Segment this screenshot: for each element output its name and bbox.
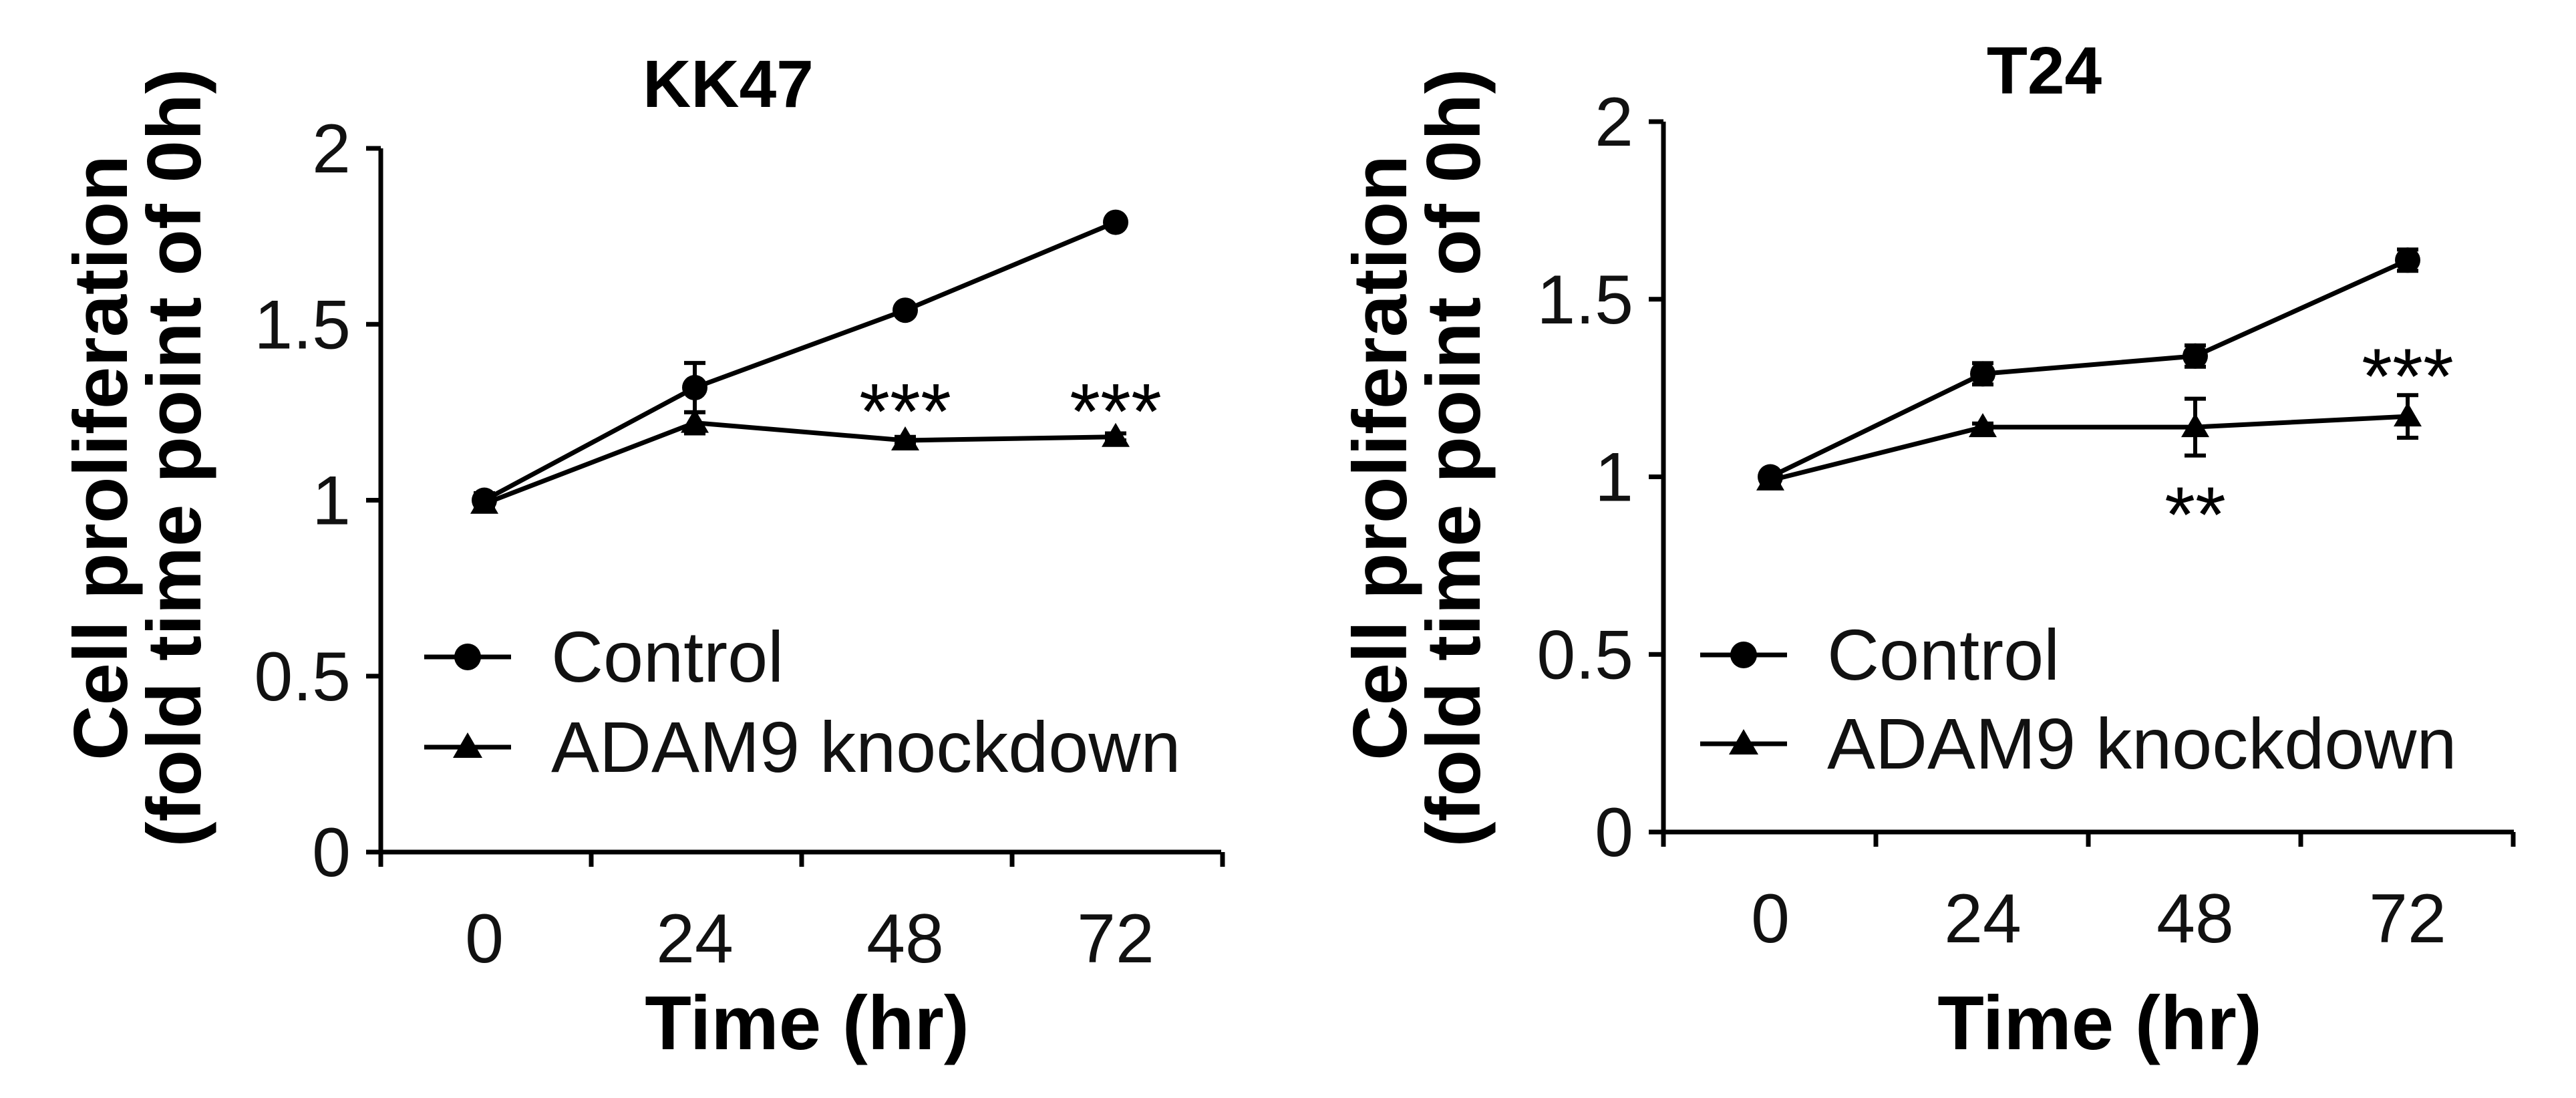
x-axis-title: Time (hr) bbox=[1937, 981, 2262, 1066]
y-tick-label: 2 bbox=[1595, 84, 1633, 161]
y-axis-title-line1: Cell proliferation bbox=[59, 155, 144, 761]
legend-item-knockdown: ADAM9 knockdown bbox=[1700, 703, 2456, 784]
significance-label: *** bbox=[1070, 368, 1162, 456]
legend-label: Control bbox=[551, 616, 784, 697]
data-point bbox=[2183, 343, 2208, 369]
data-point bbox=[1103, 209, 1128, 235]
x-tick-label: 24 bbox=[656, 900, 734, 978]
legend: Control ADAM9 knockdown bbox=[1700, 614, 2456, 784]
circle-marker-icon bbox=[454, 644, 481, 670]
significance-label: *** bbox=[859, 368, 951, 456]
x-ticks: 0 24 48 72 bbox=[1661, 832, 2516, 958]
y-axis-title: Cell proliferation (fold time point of 0… bbox=[1338, 68, 1496, 847]
y-tick-label: 0.5 bbox=[1537, 616, 1633, 694]
x-tick-label: 0 bbox=[465, 900, 504, 978]
x-tick-label: 24 bbox=[1944, 880, 2022, 958]
data-point bbox=[681, 408, 709, 433]
triangle-marker-icon bbox=[453, 732, 482, 758]
y-axis-title: Cell proliferation (fold time point of 0… bbox=[59, 68, 217, 847]
legend-item-control: Control bbox=[424, 616, 784, 697]
y-axis-title-line2: (fold time point of 0h) bbox=[132, 68, 217, 847]
data-point bbox=[682, 375, 707, 401]
y-tick-label: 1.5 bbox=[1537, 261, 1633, 339]
x-tick-label: 72 bbox=[1077, 900, 1154, 978]
chart-kk47: KK47 Cell proliferation (fold time point… bbox=[59, 47, 1225, 1066]
y-ticks: 0 0.5 1 1.5 2 bbox=[1537, 84, 1663, 871]
y-tick-label: 0 bbox=[312, 814, 351, 891]
plot-area: *** *** bbox=[470, 209, 1162, 514]
series-line bbox=[483, 220, 1117, 503]
y-axis-title-line1: Cell proliferation bbox=[1338, 155, 1423, 761]
circle-marker-icon bbox=[1730, 642, 1757, 668]
y-tick-label: 1 bbox=[312, 462, 351, 540]
y-tick-label: 1.5 bbox=[254, 286, 351, 364]
series-knockdown bbox=[1756, 393, 2422, 491]
legend-label: ADAM9 knockdown bbox=[551, 706, 1180, 787]
chart-title: T24 bbox=[1987, 33, 2102, 108]
chart-title: KK47 bbox=[643, 47, 814, 122]
chart-t24: T24 Cell proliferation (fold time point … bbox=[1338, 33, 2516, 1066]
series-line bbox=[1770, 414, 2408, 483]
series-control bbox=[1758, 247, 2420, 490]
y-axis-title-line2: (fold time point of 0h) bbox=[1412, 68, 1496, 847]
y-tick-label: 0.5 bbox=[254, 638, 351, 716]
x-tick-label: 48 bbox=[866, 900, 944, 978]
x-ticks: 0 24 48 72 bbox=[378, 852, 1225, 978]
data-point bbox=[1756, 466, 1784, 491]
series-knockdown bbox=[470, 408, 1130, 514]
series-line bbox=[483, 420, 1116, 507]
x-tick-label: 48 bbox=[2156, 880, 2234, 958]
y-tick-label: 0 bbox=[1595, 794, 1633, 871]
legend-item-control: Control bbox=[1700, 614, 2060, 695]
data-point bbox=[2395, 247, 2420, 273]
x-axis-title: Time (hr) bbox=[645, 981, 969, 1066]
triangle-marker-icon bbox=[1729, 729, 1758, 754]
data-point bbox=[1102, 422, 1130, 447]
legend-item-knockdown: ADAM9 knockdown bbox=[424, 706, 1180, 787]
x-tick-label: 0 bbox=[1751, 880, 1790, 958]
plot-area: ***** bbox=[1756, 247, 2454, 559]
legend-label: ADAM9 knockdown bbox=[1827, 703, 2456, 784]
legend-label: Control bbox=[1827, 614, 2060, 695]
series-line bbox=[1769, 258, 2409, 479]
significance-label: ** bbox=[2164, 471, 2226, 559]
data-point bbox=[1970, 361, 1995, 387]
data-point bbox=[2181, 413, 2209, 438]
y-ticks: 0 0.5 1 1.5 2 bbox=[254, 110, 381, 891]
y-tick-label: 1 bbox=[1595, 439, 1633, 517]
legend: Control ADAM9 knockdown bbox=[424, 616, 1180, 787]
data-point bbox=[893, 297, 918, 323]
x-tick-label: 72 bbox=[2369, 880, 2446, 958]
series-control bbox=[472, 209, 1128, 513]
data-point bbox=[1969, 413, 1997, 438]
data-point bbox=[891, 426, 919, 450]
data-point bbox=[470, 489, 498, 514]
significance-label: *** bbox=[2362, 332, 2454, 420]
data-point bbox=[2394, 402, 2422, 427]
y-tick-label: 2 bbox=[312, 110, 351, 188]
